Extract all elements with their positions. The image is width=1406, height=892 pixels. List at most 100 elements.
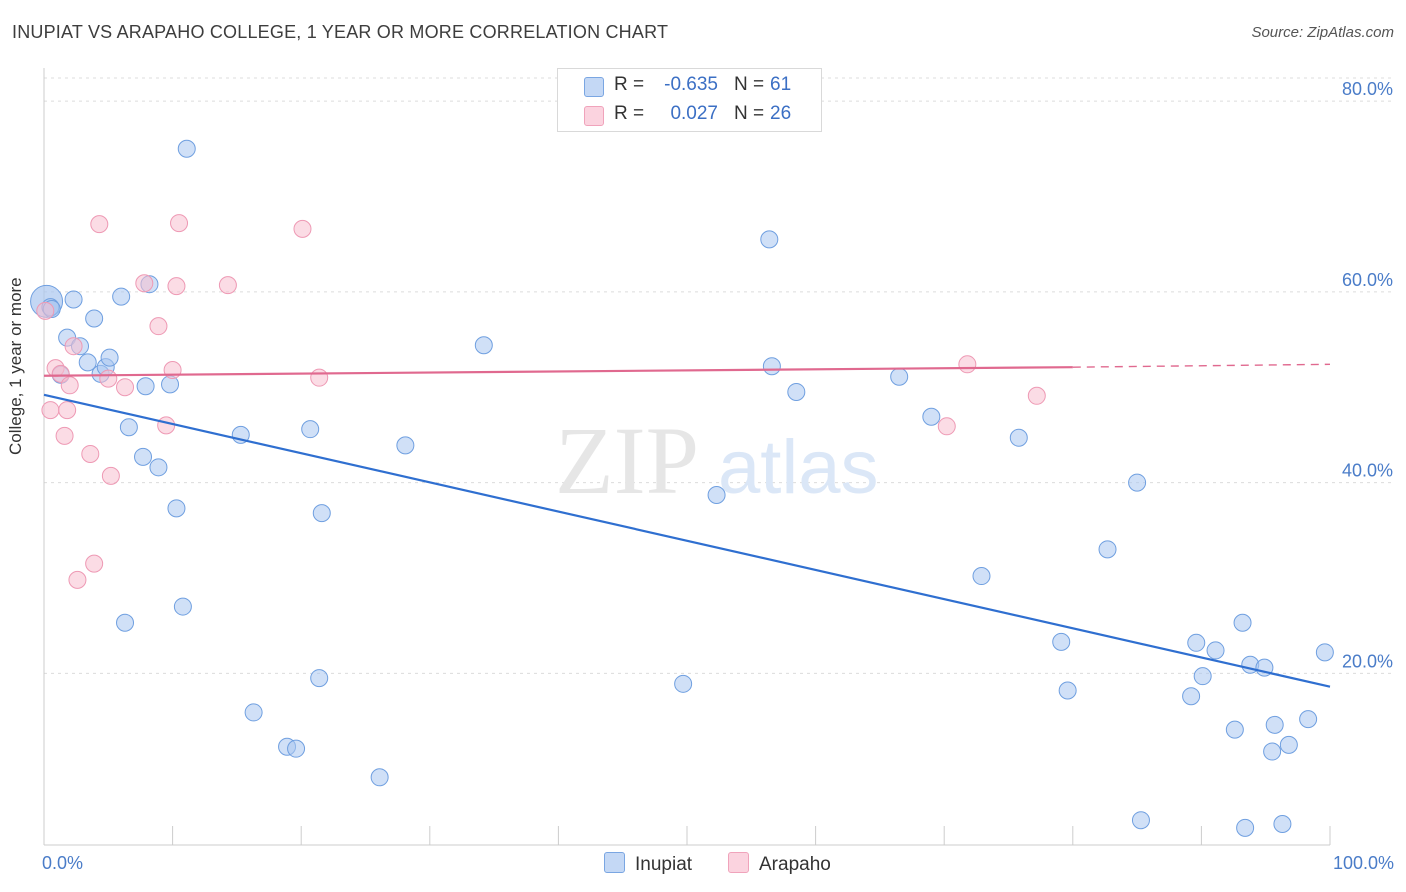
data-point-arapaho xyxy=(58,401,77,420)
data-point-arapaho xyxy=(135,274,154,293)
data-point-arapaho xyxy=(64,337,83,356)
data-point-inupiat xyxy=(1263,742,1282,761)
data-point-arapaho xyxy=(1027,386,1046,405)
data-point-inupiat xyxy=(1182,687,1201,706)
data-point-inupiat xyxy=(173,597,192,616)
legend-n-label: N = xyxy=(734,103,765,124)
data-point-arapaho xyxy=(101,466,120,485)
data-point-inupiat xyxy=(177,139,196,158)
axes xyxy=(43,68,1331,846)
data-point-inupiat xyxy=(474,336,493,355)
data-point-inupiat xyxy=(890,367,909,386)
gridlines xyxy=(44,77,1392,674)
data-point-inupiat xyxy=(396,436,415,455)
trend-lines xyxy=(43,363,1331,688)
data-point-arapaho xyxy=(99,369,118,388)
arapaho-legend-label: Arapaho xyxy=(759,854,831,875)
bottom-legend-inupiat: Inupiat xyxy=(604,852,692,876)
data-point-inupiat xyxy=(78,353,97,372)
data-point-inupiat xyxy=(1187,633,1206,652)
data-point-arapaho xyxy=(163,361,182,380)
trend-line-inupiat xyxy=(43,393,1331,688)
watermark-atlas: atlas xyxy=(718,425,879,510)
data-points xyxy=(30,139,1334,837)
legend-r-value: 0.027 xyxy=(670,103,718,124)
data-point-inupiat xyxy=(136,377,155,396)
data-point-inupiat xyxy=(1206,641,1225,660)
data-point-arapaho xyxy=(937,417,956,436)
x-tick-label-min: 0.0% xyxy=(42,853,83,873)
data-point-inupiat xyxy=(1299,710,1318,729)
data-point-inupiat xyxy=(370,768,389,787)
data-point-inupiat xyxy=(1233,613,1252,632)
watermark-zip: ZIP xyxy=(555,407,699,514)
data-point-arapaho xyxy=(116,378,135,397)
data-point-arapaho xyxy=(90,215,109,234)
data-point-inupiat xyxy=(149,458,168,477)
arapaho-swatch xyxy=(584,106,604,126)
data-point-inupiat xyxy=(119,418,138,437)
data-point-arapaho xyxy=(41,401,60,420)
x-tick-label-max: 100.0% xyxy=(1333,853,1394,873)
data-point-inupiat xyxy=(972,567,991,586)
data-point-inupiat xyxy=(1273,815,1292,834)
data-point-inupiat xyxy=(1265,715,1284,734)
data-point-inupiat xyxy=(167,499,186,518)
data-point-inupiat xyxy=(100,348,119,367)
legend-n-value: 61 xyxy=(770,74,792,95)
data-point-arapaho xyxy=(170,214,189,233)
data-point-inupiat xyxy=(707,485,726,504)
arapaho-legend-swatch xyxy=(728,852,749,873)
data-point-inupiat xyxy=(1009,428,1028,447)
y-tick-label: 40.0% xyxy=(1342,461,1393,481)
y-tick-label: 60.0% xyxy=(1342,270,1393,290)
data-point-inupiat xyxy=(1225,720,1244,739)
x-tick-labels: 0.0% 100.0% xyxy=(42,853,1394,873)
data-point-inupiat xyxy=(1052,632,1071,651)
data-point-arapaho xyxy=(293,219,312,238)
series-arapaho xyxy=(36,214,1046,589)
legend-r-label: R = xyxy=(614,103,645,124)
legend-n-label: N = xyxy=(734,74,765,95)
data-point-inupiat xyxy=(287,739,306,758)
trend-line-extension-arapaho xyxy=(1072,363,1331,368)
legend-n-value: 26 xyxy=(770,103,792,124)
data-point-arapaho xyxy=(958,355,977,374)
data-point-inupiat xyxy=(760,230,779,249)
data-point-inupiat xyxy=(312,504,331,523)
source-label: Source: ZipAtlas.com xyxy=(1251,24,1394,41)
data-point-inupiat xyxy=(301,420,320,439)
data-point-inupiat xyxy=(1279,735,1298,754)
data-point-inupiat xyxy=(134,447,153,466)
data-point-arapaho xyxy=(157,416,176,435)
legend-row-inupiat: R = -0.635 N = 61 xyxy=(558,71,821,101)
data-point-arapaho xyxy=(36,301,55,320)
inupiat-legend-label: Inupiat xyxy=(635,854,693,875)
data-point-arapaho xyxy=(55,426,74,445)
data-point-arapaho xyxy=(310,368,329,387)
data-point-arapaho xyxy=(218,276,237,295)
legend-r-value: -0.635 xyxy=(664,74,718,95)
data-point-inupiat xyxy=(116,613,135,632)
data-point-arapaho xyxy=(149,317,168,336)
data-point-inupiat xyxy=(64,290,83,309)
data-point-inupiat xyxy=(762,357,781,376)
data-point-inupiat xyxy=(1128,473,1147,492)
data-point-arapaho xyxy=(68,570,87,589)
data-point-arapaho xyxy=(81,444,100,463)
data-point-inupiat xyxy=(1193,667,1212,686)
inupiat-legend-swatch xyxy=(604,852,625,873)
data-point-inupiat xyxy=(1236,818,1255,837)
chart-title: INUPIAT VS ARAPAHO COLLEGE, 1 YEAR OR MO… xyxy=(12,22,669,42)
data-point-inupiat xyxy=(1131,811,1150,830)
trend-line-arapaho xyxy=(43,366,1073,377)
data-point-inupiat xyxy=(310,669,329,688)
data-point-inupiat xyxy=(85,309,104,328)
y-tick-labels: 20.0% 40.0% 60.0% 80.0% xyxy=(1342,79,1393,671)
correlation-legend: R = -0.635 N = 61 R = 0.027 N = 26 xyxy=(557,68,822,132)
legend-row-arapaho: R = 0.027 N = 26 xyxy=(558,100,821,130)
data-point-inupiat xyxy=(1058,681,1077,700)
data-point-inupiat xyxy=(1098,540,1117,559)
data-point-inupiat xyxy=(674,674,693,693)
